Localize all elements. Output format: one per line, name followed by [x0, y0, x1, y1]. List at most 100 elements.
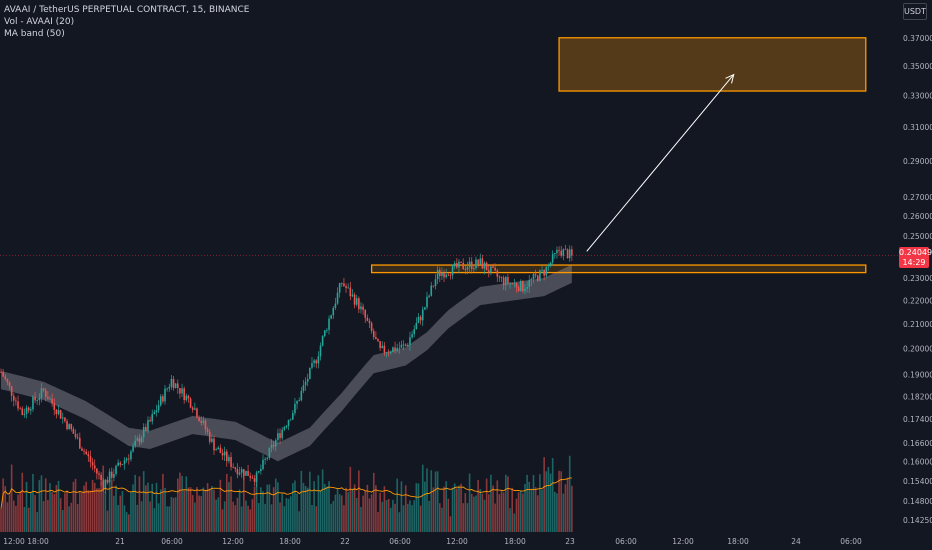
candle	[432, 285, 435, 288]
volume-bar	[142, 471, 145, 532]
volume-bar	[530, 489, 533, 532]
time-tick-label: 06:00	[840, 537, 862, 546]
candle	[85, 449, 87, 455]
candle-body	[328, 318, 330, 330]
time-tick-label: 23	[565, 537, 575, 546]
volume-bar	[438, 503, 441, 532]
candle	[25, 405, 28, 419]
breakout-zone	[370, 264, 867, 274]
price-tick-label: 0.27000	[903, 193, 932, 202]
candle	[194, 402, 196, 411]
candle-body	[490, 266, 492, 273]
currency-selector[interactable]: USDT	[903, 3, 927, 20]
volume-bar	[81, 492, 83, 532]
candle	[4, 374, 7, 381]
candle-body	[4, 376, 7, 379]
candle-body	[142, 427, 145, 438]
volume-bar	[502, 492, 505, 532]
candle	[475, 256, 477, 271]
volume-bar	[447, 498, 450, 532]
volume-bar	[8, 492, 11, 532]
candle-body	[556, 249, 558, 253]
candle	[153, 409, 156, 415]
volume-bar	[507, 476, 509, 532]
candle-body	[30, 409, 32, 411]
volume-bar	[394, 503, 396, 532]
candle	[232, 463, 234, 468]
volume-bar	[566, 477, 569, 532]
candle-body	[568, 249, 571, 259]
candle-body	[251, 477, 254, 479]
candle	[551, 250, 554, 266]
candle-body	[543, 270, 545, 276]
candle	[21, 406, 24, 416]
candle-body	[240, 469, 243, 473]
volume-bar	[174, 497, 177, 532]
candle	[558, 246, 560, 256]
volume-bar	[432, 487, 435, 532]
candle	[498, 275, 501, 282]
candle	[545, 266, 548, 279]
volume-bar	[51, 492, 53, 532]
volume-bar	[4, 486, 7, 532]
candle	[473, 264, 475, 273]
candle-body	[326, 329, 328, 331]
volume-bar	[436, 471, 439, 532]
candle-body	[332, 307, 335, 316]
volume-bar	[166, 506, 168, 532]
volume-bar	[498, 494, 501, 532]
candle	[341, 282, 343, 287]
candle-body	[123, 460, 126, 465]
candle-body	[168, 386, 171, 389]
time-tick-label: 12:00	[222, 537, 244, 546]
candle-body	[434, 279, 437, 287]
volume-bar	[511, 487, 513, 532]
volume-bar	[234, 505, 237, 532]
price-tick-label: 0.15400	[903, 477, 932, 486]
volume-bar	[262, 491, 264, 532]
candle	[245, 470, 247, 476]
candle-body	[155, 410, 158, 413]
volume-bar	[328, 481, 330, 532]
candle-body	[98, 473, 100, 475]
candle-body	[336, 292, 339, 304]
volume-bar	[368, 498, 371, 532]
volume-bar	[260, 487, 262, 532]
candle	[562, 248, 565, 261]
volume-bar	[130, 492, 132, 532]
candle-body	[255, 472, 258, 482]
candle-body	[93, 465, 96, 469]
volume-bar	[355, 497, 358, 532]
candle	[53, 398, 56, 416]
time-tick-label: 18:00	[727, 537, 749, 546]
candle	[198, 415, 200, 422]
volume-bar	[383, 486, 386, 532]
volume-bar	[61, 509, 64, 532]
candle-body	[6, 378, 9, 383]
volume-bar	[189, 487, 192, 532]
volume-bar	[194, 502, 196, 532]
volume-bar	[283, 506, 286, 532]
volume-bar	[162, 473, 164, 532]
candle	[140, 435, 143, 445]
candle	[447, 273, 450, 277]
candle-body	[515, 283, 518, 288]
candle	[121, 463, 124, 466]
volume-bar	[485, 478, 488, 532]
volume-bar	[196, 487, 198, 532]
volume-bar	[304, 485, 307, 532]
candle-body	[49, 398, 51, 400]
candle	[247, 464, 249, 476]
candle	[377, 337, 379, 342]
candle	[202, 416, 205, 426]
candle	[483, 261, 486, 275]
candle-body	[68, 424, 70, 429]
volume-bar	[98, 488, 100, 532]
candle-body	[524, 288, 526, 292]
candle	[453, 260, 456, 270]
volume-bar	[76, 503, 79, 532]
candle-body	[140, 437, 143, 443]
volume-bar	[149, 501, 151, 532]
candle	[157, 400, 160, 414]
